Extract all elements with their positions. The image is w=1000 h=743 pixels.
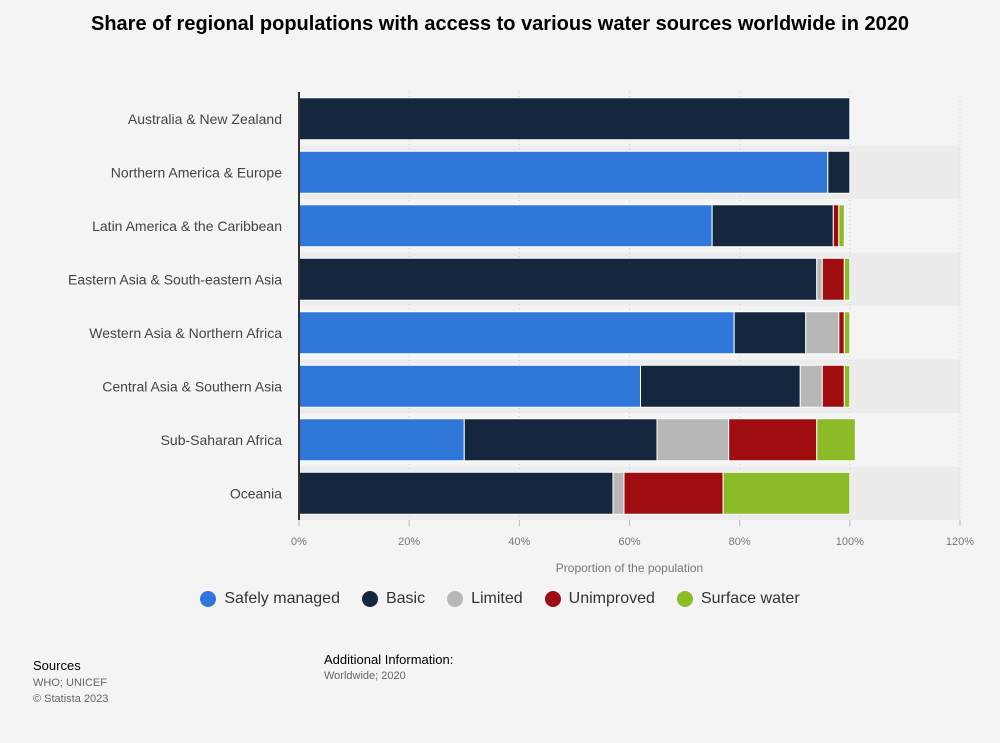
legend: Safely managed Basic Limited Unimproved Surf… [0,590,1000,608]
bar-unimproved [832,204,840,248]
legend-item-basic[interactable]: Basic [361,590,426,608]
bar-safely-managed [298,204,713,248]
bar-surface-water [838,204,845,248]
bar-surface-water [843,311,851,355]
bar-surface-water [843,257,851,301]
category-label: Latin America & the Caribbean [92,218,282,234]
bar-safely-managed [298,150,829,194]
x-tick-label: 0% [291,536,307,548]
legend-item-limited[interactable]: Limited [447,590,523,608]
bar-surface-water [722,471,851,515]
bar-limited [805,311,840,355]
bar-surface-water [816,418,856,462]
bar-basic [463,418,658,462]
legend-swatch [361,591,378,607]
bar-safely-managed [298,311,735,355]
legend-item-surface-water[interactable]: Surface water [676,590,800,608]
bar-unimproved [821,257,845,301]
x-tick-label: 120% [946,536,974,548]
legend-label: Surface water [700,590,800,607]
x-tick-label: 40% [508,536,530,548]
bar-basic [711,204,834,248]
copyright-text: © Statista 2023 [33,693,109,705]
bar-unimproved [623,471,724,515]
legend-swatch [200,591,217,607]
category-label: Northern America & Europe [111,164,282,180]
bar-safely-managed [298,418,465,462]
bar-basic [298,471,614,515]
legend-swatch [544,591,561,607]
bar-chart: Australia & New Zealand Northern America … [68,92,974,575]
sources-heading: Sources [33,658,81,673]
x-tick-label: 100% [836,536,864,548]
legend-swatch [447,591,464,607]
category-label: Eastern Asia & South-eastern Asia [68,271,282,287]
bar-unimproved [728,418,818,462]
bar-basic [733,311,807,355]
legend-label: Limited [471,590,523,607]
bar-unimproved [838,311,845,355]
x-tick-label: 60% [618,536,640,548]
bar-limited [799,364,823,408]
legend-label: Basic [385,590,426,607]
bar-basic [298,257,818,301]
legend-label: Safely managed [224,590,340,607]
category-label: Western Asia & Northern Africa [89,325,282,341]
bar-surface-water [843,364,851,408]
chart-title: Share of regional populations with acces… [90,13,909,35]
x-tick-label: 80% [729,536,751,548]
bar-safely-managed [298,364,642,408]
bar-basic [298,97,851,141]
bar-basic [827,150,851,194]
bar-limited [816,257,823,301]
legend-item-unimproved[interactable]: Unimproved [544,590,655,608]
x-axis-title: Proportion of the population [556,561,703,575]
bar-limited [656,418,730,462]
legend-item-safely-managed[interactable]: Safely managed [200,590,340,608]
sources-text: WHO; UNICEF [33,677,107,689]
category-label: Sub-Saharan Africa [161,432,283,448]
additional-info-heading: Additional Information: [324,652,454,667]
additional-info-text: Worldwide; 2020 [324,670,406,682]
legend-label: Unimproved [568,590,655,607]
category-label: Australia & New Zealand [128,111,282,127]
legend-swatch [676,591,693,607]
bar-basic [640,364,801,408]
x-tick-label: 20% [398,536,420,548]
bar-unimproved [821,364,845,408]
bar-limited [612,471,625,515]
category-label: Central Asia & Southern Asia [102,378,282,394]
category-label: Oceania [230,485,282,501]
